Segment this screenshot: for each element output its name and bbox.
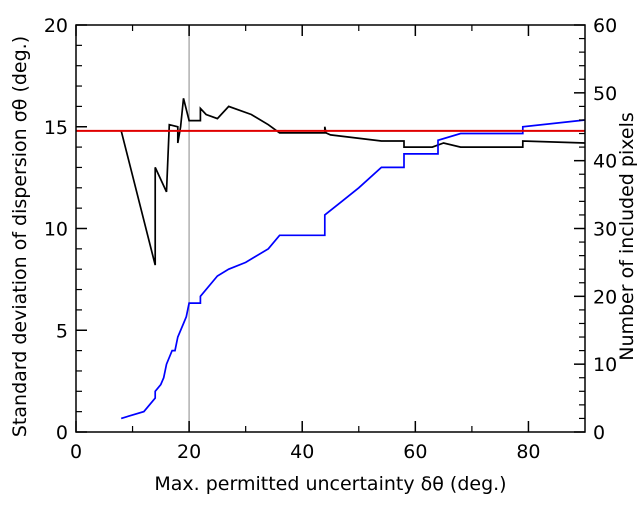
y-left-tick-label: 5 xyxy=(56,320,68,342)
y-left-tick-label: 10 xyxy=(44,219,68,241)
y-axis-left-title: Standard deviation of dispersion σθ (deg… xyxy=(9,36,31,437)
y-right-tick-label: 50 xyxy=(593,83,617,105)
y-left-tick-label: 20 xyxy=(44,15,68,37)
x-tick-label: 20 xyxy=(177,441,201,463)
y-left-tick-label: 0 xyxy=(56,422,68,444)
y-right-tick-label: 40 xyxy=(593,151,617,173)
y-right-tick-label: 60 xyxy=(593,15,617,37)
series-layer xyxy=(76,98,586,420)
y-right-tick-label: 10 xyxy=(593,354,617,376)
y-right-tick-label: 30 xyxy=(593,219,617,241)
dispersion-series-line xyxy=(120,98,586,266)
x-tick-label: 40 xyxy=(290,441,314,463)
y-right-tick-label: 20 xyxy=(593,286,617,308)
y-axis-right-title: Number of included pixels xyxy=(616,112,638,361)
x-axis-title: Max. permitted uncertainty δθ (deg.) xyxy=(154,473,506,495)
plot-frame xyxy=(75,24,586,433)
y-right-tick-label: 0 xyxy=(593,422,605,444)
x-tick-label: 0 xyxy=(70,441,82,463)
axis-ticks: 0 20 40 60 80 0 5 10 15 20 0 10 20 30 40 50 60 xyxy=(44,15,617,463)
x-tick-label: 60 xyxy=(403,441,427,463)
pixel-count-series-line xyxy=(120,119,586,420)
x-tick-label: 80 xyxy=(516,441,540,463)
y-left-tick-label: 15 xyxy=(44,117,68,139)
